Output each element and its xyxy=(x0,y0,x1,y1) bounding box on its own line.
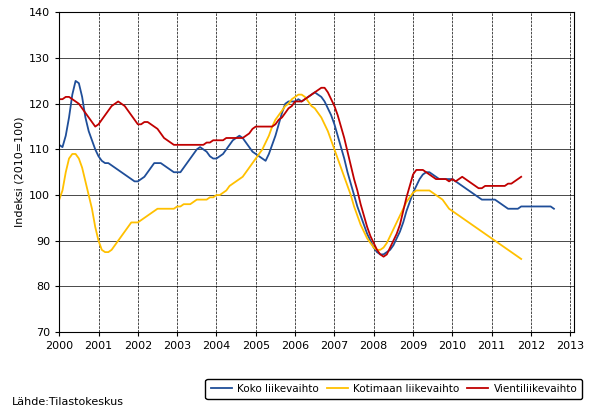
Koko liikevaihto xyxy=(134,179,141,184)
Koko liikevaihto xyxy=(393,236,400,241)
Koko liikevaihto xyxy=(56,142,63,147)
Koko liikevaihto xyxy=(72,78,79,83)
Kotimaan liikevaihto xyxy=(295,92,302,97)
Vientiliikevaihto xyxy=(380,254,387,259)
Kotimaan liikevaihto xyxy=(197,197,204,202)
Kotimaan liikevaihto xyxy=(517,256,525,261)
Koko liikevaihto xyxy=(383,250,390,255)
Vientiliikevaihto xyxy=(361,213,368,218)
Vientiliikevaihto xyxy=(197,142,204,147)
Text: Lähde:Tilastokeskus: Lähde:Tilastokeskus xyxy=(12,397,124,407)
Koko liikevaihto xyxy=(229,138,236,143)
Legend: Koko liikevaihto, Kotimaan liikevaihto, Vientiliikevaihto: Koko liikevaihto, Kotimaan liikevaihto, … xyxy=(205,379,583,399)
Line: Vientiliikevaihto: Vientiliikevaihto xyxy=(59,88,521,256)
Vientiliikevaihto xyxy=(350,177,358,182)
Koko liikevaihto xyxy=(75,81,82,86)
Kotimaan liikevaihto xyxy=(301,95,308,100)
Vientiliikevaihto xyxy=(56,97,63,102)
Koko liikevaihto xyxy=(551,206,558,211)
Vientiliikevaihto xyxy=(278,115,285,120)
Y-axis label: Indeksi (2010=100): Indeksi (2010=100) xyxy=(15,117,25,227)
Line: Koko liikevaihto: Koko liikevaihto xyxy=(59,81,554,254)
Koko liikevaihto xyxy=(184,161,191,166)
Kotimaan liikevaihto xyxy=(361,229,368,234)
Koko liikevaihto xyxy=(377,252,384,257)
Vientiliikevaihto xyxy=(298,99,305,104)
Vientiliikevaihto xyxy=(318,85,325,90)
Kotimaan liikevaihto xyxy=(56,197,63,202)
Kotimaan liikevaihto xyxy=(468,222,475,227)
Line: Kotimaan liikevaihto: Kotimaan liikevaihto xyxy=(59,95,521,259)
Kotimaan liikevaihto xyxy=(278,108,285,113)
Kotimaan liikevaihto xyxy=(350,204,358,209)
Vientiliikevaihto xyxy=(517,174,525,179)
Vientiliikevaihto xyxy=(472,183,479,188)
